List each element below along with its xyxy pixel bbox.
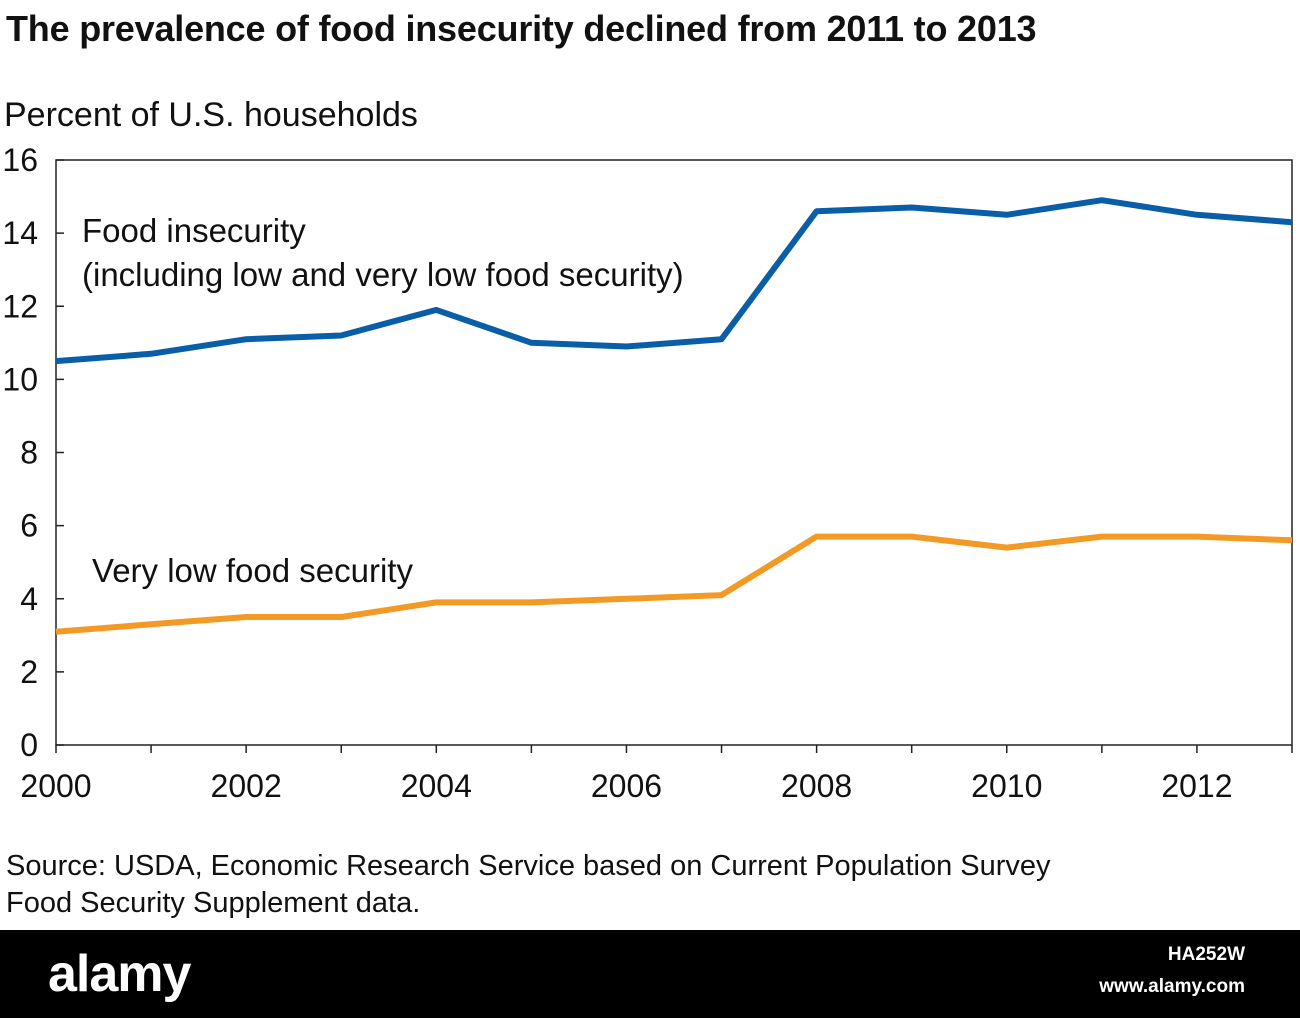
x-tick-label: 2010 — [971, 768, 1042, 804]
series-label-2: Very low food security — [92, 552, 413, 589]
x-tick-label: 2000 — [20, 768, 91, 804]
y-tick-label: 2 — [20, 654, 38, 690]
series-line-1 — [55, 197, 1293, 365]
source-line-1: Source: USDA, Economic Research Service … — [6, 850, 1051, 882]
site-url: www.alamy.com — [1099, 976, 1245, 997]
source-line-2: Food Security Supplement data. — [6, 887, 421, 919]
x-tick-label: 2002 — [211, 768, 282, 804]
y-tick-label: 14 — [2, 215, 38, 251]
footer-bar: alamy HA252W www.alamy.com — [0, 930, 1300, 1018]
source-note: Source: USDA, Economic Research Service … — [6, 848, 1051, 922]
y-tick-label: 4 — [20, 581, 38, 617]
line-chart: 0 2 4 6 8 10 12 14 16 2000 2002 2004 2006 2008 2010 201… — [2, 142, 1293, 804]
y-axis-label: Percent of U.S. households — [4, 96, 418, 134]
chart-title: The prevalence of food insecurity declin… — [6, 8, 1037, 49]
series-label-1: Food insecurity — [82, 212, 306, 249]
y-tick-label: 8 — [20, 435, 38, 471]
y-tick-label: 0 — [20, 727, 38, 763]
x-tick-label: 2006 — [591, 768, 662, 804]
series-label-1: (including low and very low food securit… — [82, 256, 684, 293]
series-line-2 — [55, 533, 1293, 635]
y-tick-label: 10 — [2, 361, 38, 397]
y-tick-label: 16 — [2, 142, 38, 178]
x-tick-label: 2004 — [401, 768, 472, 804]
brand-logo: alamy — [48, 945, 191, 1003]
x-tick-label: 2008 — [781, 768, 852, 804]
x-tick-label: 2012 — [1161, 768, 1232, 804]
image-id: HA252W — [1167, 944, 1245, 965]
y-tick-label: 12 — [2, 288, 38, 324]
y-tick-label: 6 — [20, 508, 38, 544]
